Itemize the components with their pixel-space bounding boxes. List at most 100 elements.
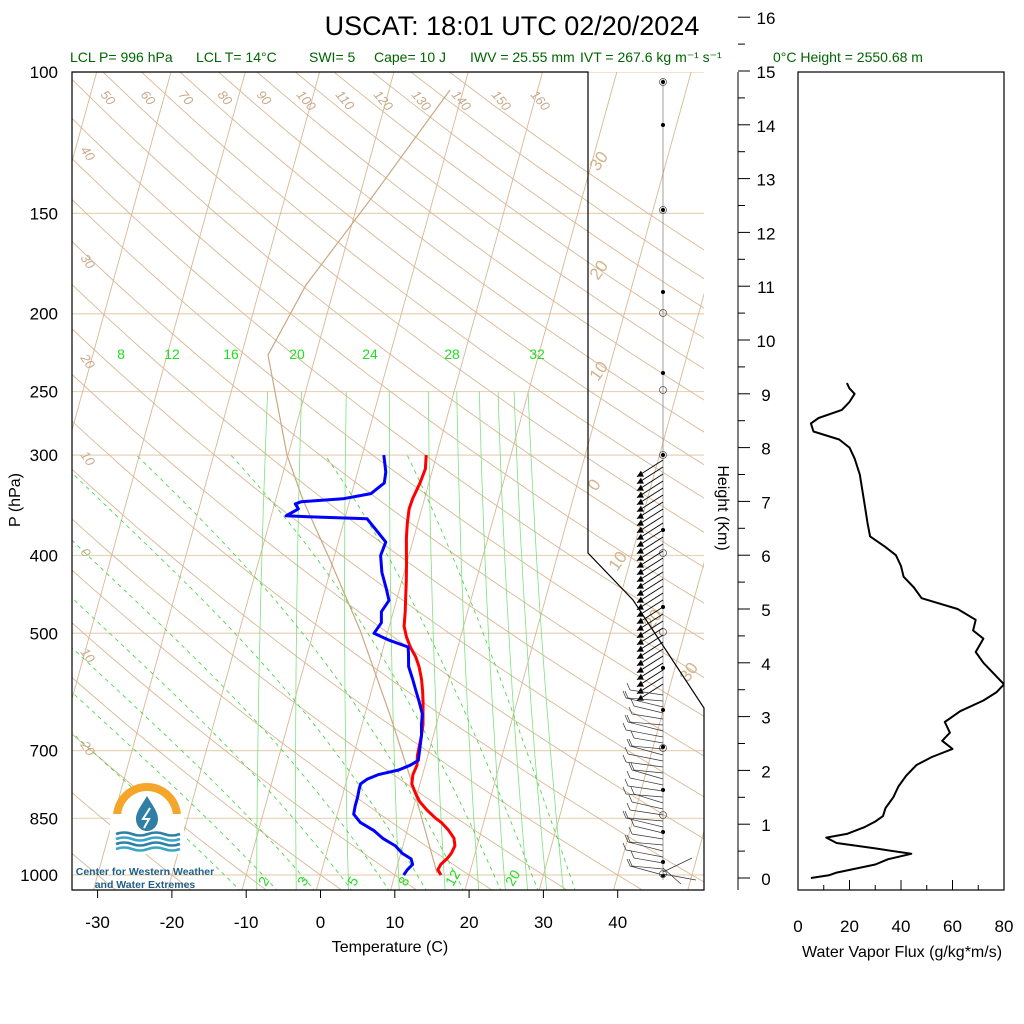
logo-wave (115, 836, 181, 842)
flux-tick-label: 80 (995, 917, 1014, 936)
wind-barb (625, 761, 664, 768)
wind-barb (631, 865, 664, 870)
height-tick-label: 9 (761, 386, 770, 405)
logo-wave (115, 831, 181, 837)
y-tick-label: 1000 (20, 866, 58, 885)
flux-axis: 0 20 40 60 80 (793, 880, 1013, 936)
wind-calm-circle (659, 451, 667, 459)
wind-barb (629, 689, 664, 696)
wind-barb-flag (636, 554, 644, 561)
mixing-ratio-label: 2 (255, 874, 273, 889)
wind-barb-feather (624, 810, 629, 819)
height-tick-label: 4 (761, 655, 770, 674)
y-tick-label: 100 (30, 63, 58, 82)
height-tick-label: 12 (757, 224, 776, 243)
dry-adiabat-label: 120 (371, 87, 397, 114)
wind-barb-feather (626, 714, 631, 723)
flux-panel-frame (797, 71, 1005, 891)
mixing-ratio-line (295, 391, 302, 890)
parcel-path (267, 89, 451, 874)
wind-dot (661, 788, 665, 792)
isotherm-line (72, 72, 246, 701)
wind-barb (633, 705, 664, 714)
wind-barb-flag (636, 589, 644, 596)
wind-barb-feather (628, 738, 633, 747)
y-axis-label: P (hPa) (7, 473, 24, 527)
wind-barb-flag (636, 491, 644, 498)
dry-adiabat-label: 100 (294, 87, 320, 114)
dry-adiabat-label: 150 (489, 87, 515, 114)
dry-adiabat-line (102, 72, 704, 533)
wind-barb-flag (636, 652, 644, 659)
height-tick-label: 13 (757, 171, 776, 190)
wind-barb-flag (636, 575, 644, 582)
wind-barb-feather (624, 778, 629, 787)
wind-barb-column (622, 78, 697, 885)
wind-barb-flag (636, 610, 644, 617)
isotherm-label-left: 10 (78, 448, 99, 469)
isotherm-line (390, 72, 618, 890)
wind-barb-feather (626, 802, 631, 811)
x-tick-label: 0 (316, 913, 325, 932)
wind-calm-circle (659, 744, 667, 752)
wind-barb-feather (628, 794, 633, 803)
wind-barb (662, 857, 697, 885)
wind-barb (629, 841, 664, 846)
wind-dot (661, 371, 665, 375)
dry-adiabat-line (179, 72, 704, 466)
dry-adiabat-line (72, 328, 704, 798)
wind-barb-feather (628, 858, 633, 867)
parcel-line (267, 89, 451, 874)
moist-adiabat-line (136, 454, 464, 890)
wind-barb-feather (630, 698, 635, 707)
subtitle-item: SWI= 5 (309, 49, 356, 65)
wind-barb (629, 745, 664, 756)
wind-barb-feather (630, 850, 635, 859)
isotherm-line (538, 292, 704, 890)
y-tick-label: 300 (30, 446, 58, 465)
height-tick-label: 1 (761, 816, 770, 835)
wind-barb-feather (626, 738, 631, 747)
isotherm-label-left: 20 (77, 350, 99, 372)
wind-barb (633, 825, 664, 834)
chart-subtitle: LCL P= 996 hPa LCL T= 14°C SWI= 5 Cape= 10 … (70, 49, 923, 65)
height-tick-label: 0 (761, 870, 770, 889)
temperature-axis: -30 -20 -10 0 10 20 30 40 (85, 890, 627, 932)
mixing-ratio-line (256, 391, 268, 890)
moist-adiabat-line (230, 454, 502, 890)
x-tick-label: 20 (460, 913, 479, 932)
isotherm-label-left: 0 (78, 545, 95, 560)
y-tick-label: 850 (30, 809, 58, 828)
wind-barb-flag (636, 687, 644, 694)
wind-barb-feather (630, 730, 635, 739)
wind-barb (627, 817, 664, 822)
wind-dot (661, 708, 665, 712)
wind-barb (631, 769, 664, 780)
wind-barb (625, 817, 664, 828)
dry-adiabat-label: 50 (98, 87, 119, 108)
wind-calm-circle (659, 206, 667, 214)
wind-barb (631, 833, 664, 840)
mixing-ratio-label: 5 (344, 874, 362, 889)
flux-trace (809, 382, 1004, 879)
isotherm-label-right: 0 (584, 476, 605, 495)
wind-barb-feather (630, 762, 635, 771)
dry-adiabat-label: 80 (215, 87, 236, 108)
wind-barb (627, 697, 664, 702)
logo-wave (115, 841, 181, 847)
wind-barb-flag (636, 561, 644, 568)
isotherm-label-right: 10 (605, 548, 631, 574)
wind-barb (629, 777, 664, 786)
x-tick-label: -30 (85, 913, 110, 932)
wind-barb (629, 865, 664, 876)
wind-dot (661, 208, 665, 212)
wind-barb (627, 721, 664, 732)
wind-barb (633, 769, 664, 774)
mixing-ratio-label: 32 (529, 346, 545, 362)
dry-adiabat-line (72, 518, 568, 890)
height-tick-label: 8 (761, 440, 770, 459)
wind-barb-feather (628, 826, 633, 835)
wind-barb-flag (636, 477, 644, 484)
mixing-ratio-label: 20 (289, 346, 305, 362)
wind-barb-feather (626, 770, 631, 779)
